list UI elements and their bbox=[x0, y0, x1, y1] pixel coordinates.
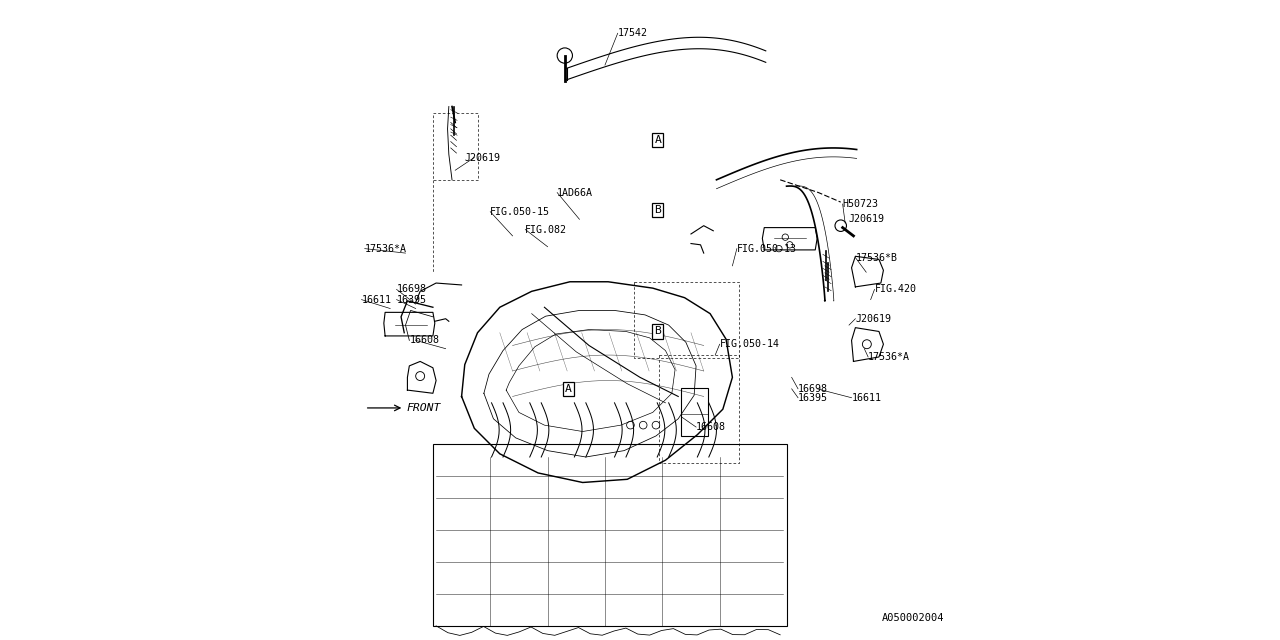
Bar bbox=[681, 388, 708, 436]
Text: J20619: J20619 bbox=[849, 214, 884, 224]
Text: FIG.082: FIG.082 bbox=[525, 225, 567, 234]
Bar bbox=[433, 444, 787, 626]
Text: A: A bbox=[566, 384, 572, 394]
Text: 16698: 16698 bbox=[797, 384, 828, 394]
Text: J20619: J20619 bbox=[465, 152, 500, 163]
Text: 16608: 16608 bbox=[696, 422, 726, 432]
Text: 16608: 16608 bbox=[410, 335, 439, 346]
Text: 16611: 16611 bbox=[851, 393, 882, 403]
Text: A050002004: A050002004 bbox=[882, 612, 945, 623]
Text: 17536*A: 17536*A bbox=[365, 244, 407, 253]
Text: 17542: 17542 bbox=[618, 28, 648, 38]
Text: B: B bbox=[654, 205, 662, 216]
Text: FRONT: FRONT bbox=[406, 403, 440, 413]
Text: FIG.050-15: FIG.050-15 bbox=[490, 207, 550, 217]
Text: 16611: 16611 bbox=[361, 294, 392, 305]
Text: 16395: 16395 bbox=[797, 393, 828, 403]
Text: J20619: J20619 bbox=[855, 314, 891, 324]
Text: FIG.050-13: FIG.050-13 bbox=[737, 244, 797, 253]
Text: 1AD66A: 1AD66A bbox=[557, 188, 593, 198]
Text: 17536*A: 17536*A bbox=[868, 352, 910, 362]
Text: FIG.420: FIG.420 bbox=[874, 284, 916, 294]
Text: FIG.050-14: FIG.050-14 bbox=[719, 339, 780, 349]
Text: 16395: 16395 bbox=[397, 294, 426, 305]
Text: 16698: 16698 bbox=[397, 284, 426, 294]
Text: 17536*B: 17536*B bbox=[855, 253, 897, 262]
Text: B: B bbox=[654, 326, 662, 337]
Text: A: A bbox=[654, 135, 662, 145]
Text: H50723: H50723 bbox=[842, 199, 878, 209]
